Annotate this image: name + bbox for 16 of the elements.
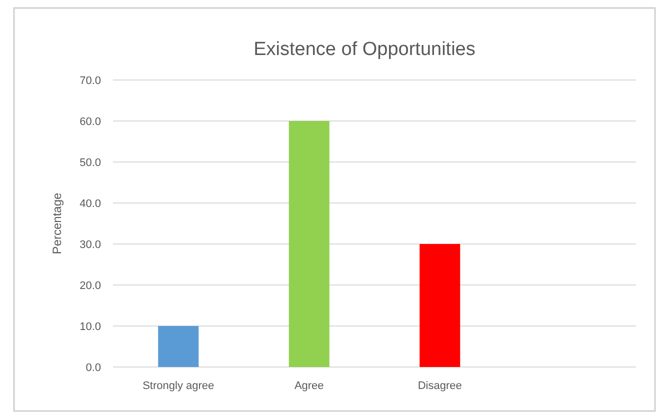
- y-tick-label: 10.0: [80, 320, 101, 333]
- y-axis-title: Percentage: [50, 192, 64, 254]
- y-tick-label: 30.0: [80, 238, 101, 251]
- y-tick-label: 60.0: [80, 116, 101, 128]
- chart-title: Existence of Opportunities: [254, 39, 476, 60]
- y-tick-label: 40.0: [80, 198, 101, 210]
- bar: [420, 244, 460, 367]
- x-tick-label: Disagree: [418, 380, 462, 392]
- x-tick-label: Strongly agree: [142, 380, 214, 392]
- bar: [158, 326, 199, 367]
- y-tick-label: 70.0: [80, 74, 101, 87]
- y-tick-label: 0.0: [86, 362, 101, 374]
- x-tick-label: Agree: [294, 380, 324, 392]
- y-tick-label: 50.0: [80, 156, 101, 169]
- bar: [288, 121, 330, 367]
- y-tick-label: 20.0: [80, 280, 101, 292]
